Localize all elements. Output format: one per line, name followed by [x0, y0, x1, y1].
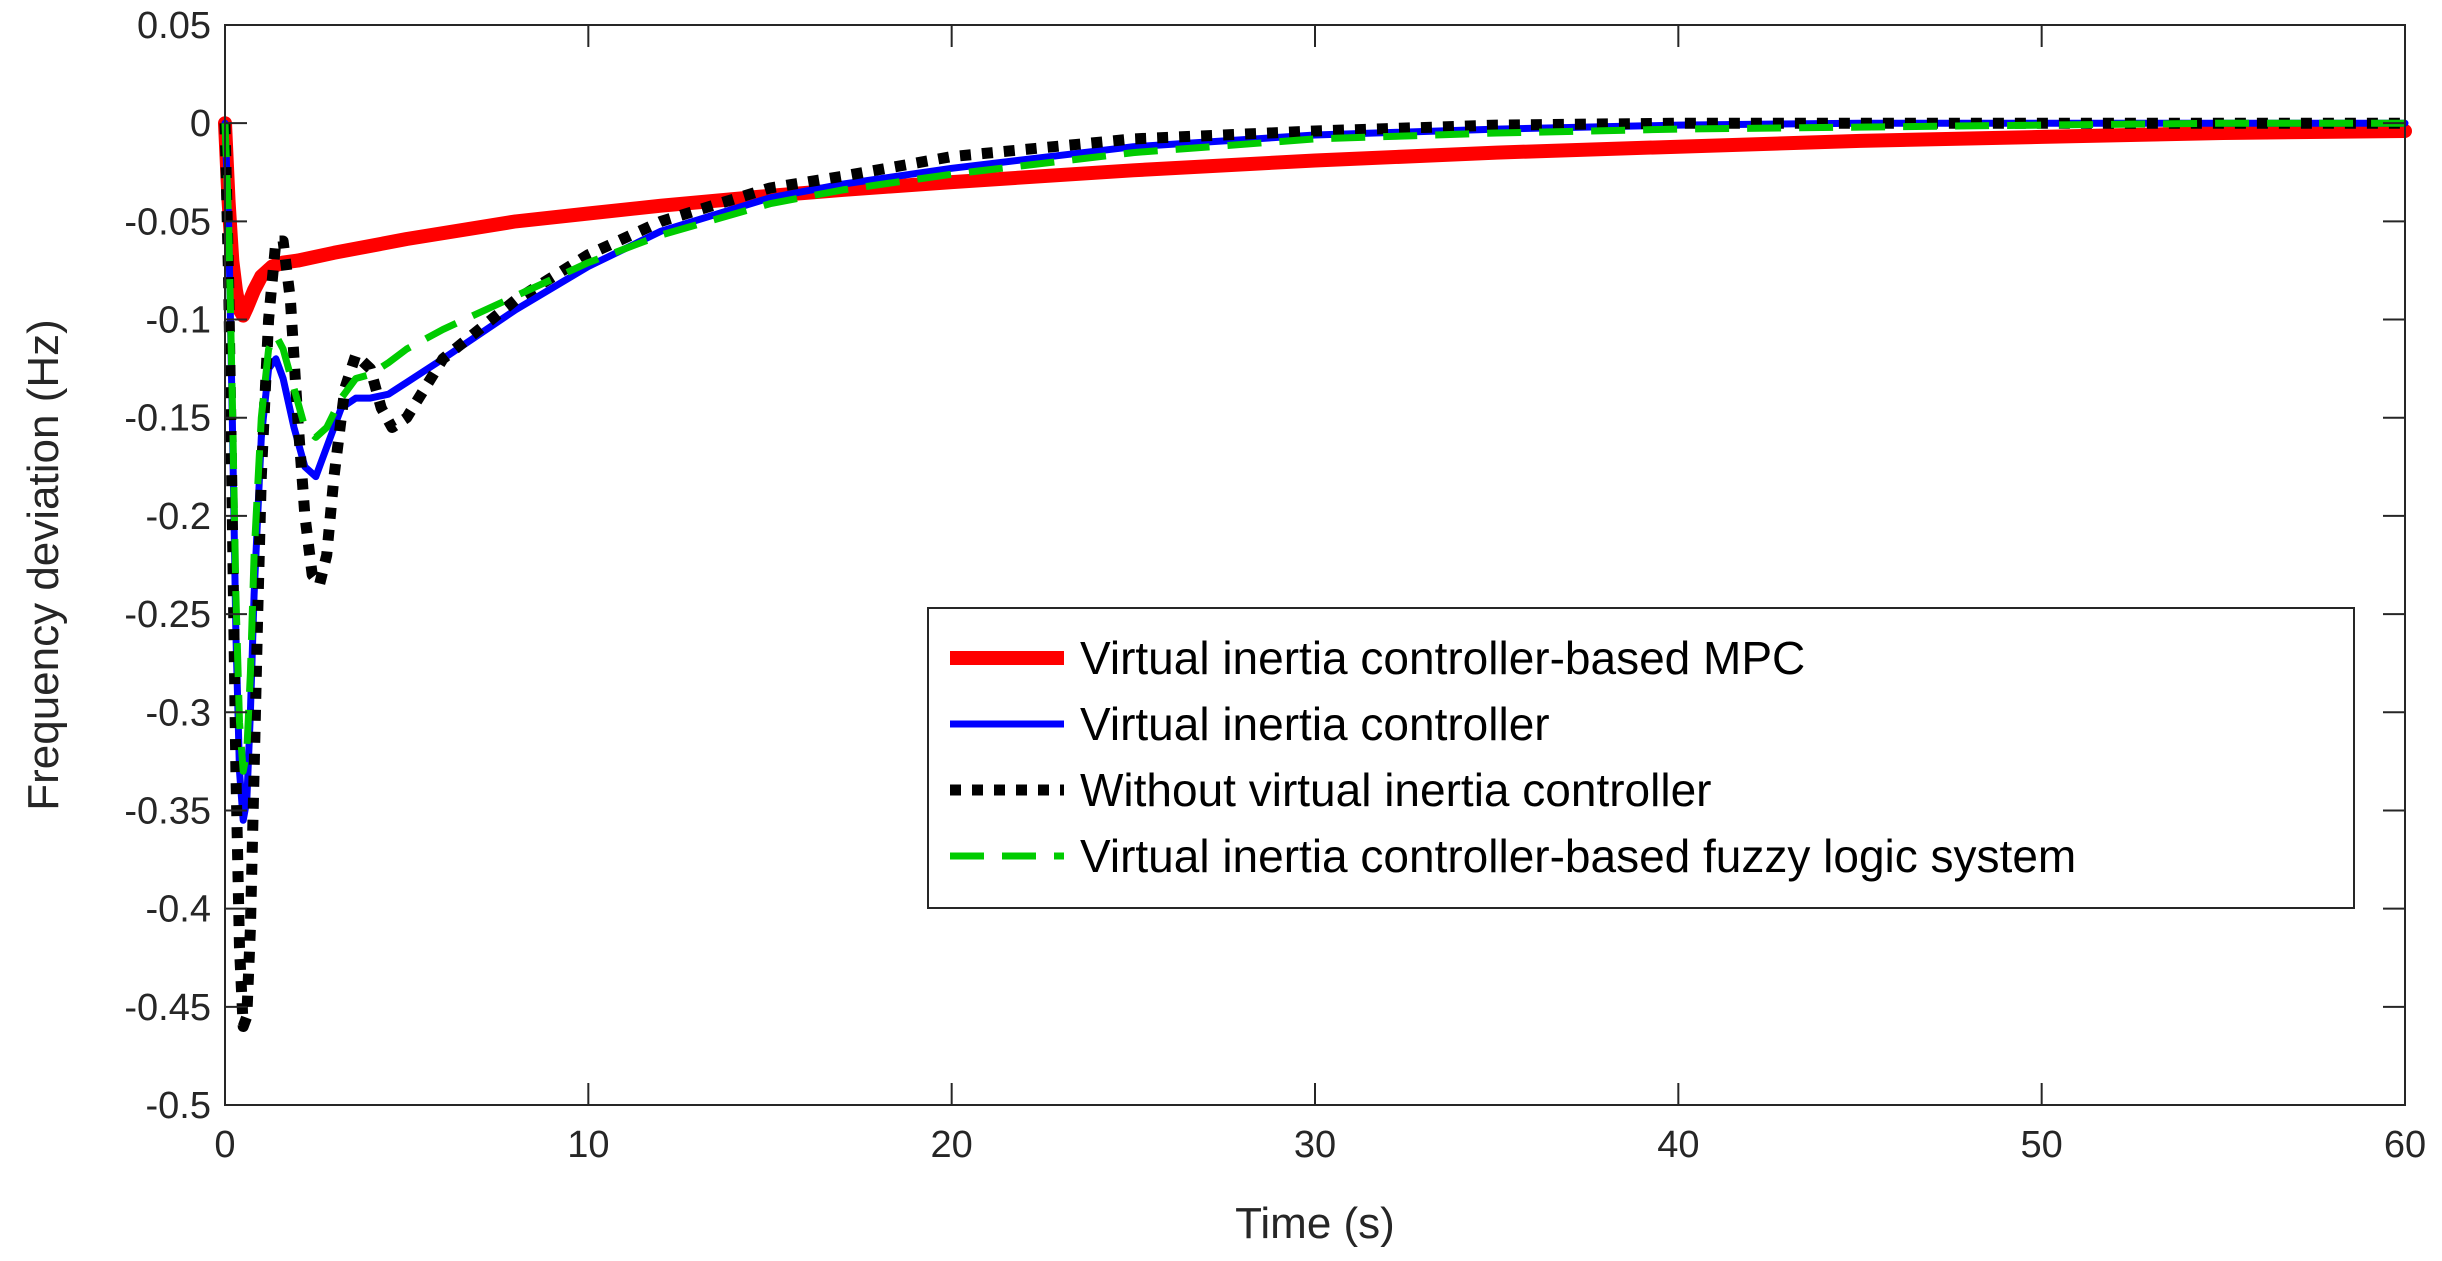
x-tick-label: 30 — [1294, 1124, 1336, 1166]
x-tick-label: 0 — [214, 1124, 235, 1166]
legend-label-1: Virtual inertia controller-based MPC — [1080, 632, 1805, 684]
plot-area — [225, 25, 2405, 1105]
x-tick-label: 10 — [567, 1124, 609, 1166]
legend-label-4: Virtual inertia controller-based fuzzy l… — [1080, 830, 2076, 882]
series-line-4 — [221, 119, 2405, 775]
series-layer — [218, 116, 2412, 1032]
y-tick-label: -0.1 — [146, 300, 211, 342]
y-tick-label: -0.15 — [124, 398, 211, 440]
legend-label-3: Without virtual inertia controller — [1080, 764, 1711, 816]
legend-box — [927, 607, 2355, 909]
x-tick-label: 50 — [2021, 1124, 2063, 1166]
x-tick-label: 20 — [931, 1124, 973, 1166]
y-tick-label: -0.25 — [124, 594, 211, 636]
y-tick-labels: 0.05 0 -0.05 -0.1 -0.15 -0.2 -0.25 -0.3 -0.35 -0.… — [124, 5, 211, 1127]
y-tick-label: 0 — [190, 103, 211, 145]
x-tick-label: 60 — [2384, 1124, 2426, 1166]
y-tick-label: -0.05 — [124, 201, 211, 243]
y-tick-label: -0.4 — [146, 889, 211, 931]
y-tick-label: -0.45 — [124, 987, 211, 1029]
y-tick-label: 0.05 — [137, 5, 211, 47]
axis-ticks — [224, 24, 2406, 1106]
legend: Virtual inertia controller-based MPC Virt… — [927, 607, 2355, 909]
x-axis-title: Time (s) — [1235, 1199, 1395, 1248]
y-tick-label: -0.5 — [146, 1085, 211, 1127]
x-tick-labels: 0 10 20 30 40 50 60 — [214, 1124, 2426, 1166]
series-line-1 — [218, 116, 2412, 323]
y-axis-title: Frequency deviation (Hz) — [19, 319, 68, 811]
y-tick-label: -0.3 — [146, 692, 211, 734]
y-tick-label: -0.2 — [146, 496, 211, 538]
x-tick-label: 40 — [1657, 1124, 1699, 1166]
y-tick-label: -0.35 — [124, 790, 211, 832]
legend-label-2: Virtual inertia controller — [1080, 698, 1550, 750]
